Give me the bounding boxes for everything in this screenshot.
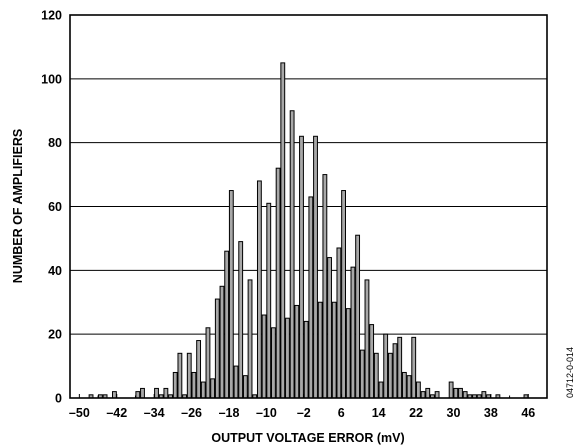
bar — [140, 387, 145, 399]
bar — [458, 387, 463, 399]
x-tick-label: –42 — [106, 406, 127, 420]
bar — [219, 285, 225, 399]
bar — [289, 110, 295, 399]
x-tick-label: 38 — [484, 406, 498, 420]
bar — [378, 381, 384, 399]
bars — [88, 62, 529, 399]
bar — [224, 250, 230, 399]
x-tick-label: 14 — [372, 406, 386, 420]
bar — [247, 279, 253, 399]
bar — [448, 381, 454, 399]
x-tick-label: 46 — [521, 406, 535, 420]
bar — [313, 135, 318, 399]
y-tick-label: 60 — [48, 200, 62, 214]
bar — [359, 349, 365, 399]
x-tick-label: –26 — [181, 406, 202, 420]
bar — [177, 352, 183, 399]
bar — [299, 135, 304, 399]
x-tick-label: 6 — [338, 406, 345, 420]
bar — [256, 180, 262, 399]
bar — [308, 196, 314, 399]
bar — [271, 327, 276, 399]
bar — [420, 391, 426, 399]
bar — [397, 336, 403, 399]
bar — [401, 371, 407, 399]
bar — [415, 381, 421, 399]
bar — [261, 314, 267, 399]
bar — [205, 327, 211, 399]
bar — [383, 333, 389, 399]
bar — [214, 298, 220, 399]
x-axis-title: OUTPUT VOLTAGE ERROR (mV) — [211, 431, 404, 445]
y-tick-label: 20 — [48, 328, 62, 342]
bar — [462, 391, 468, 399]
y-axis-title: NUMBER OF AMPLIFIERS — [11, 129, 25, 283]
bar — [481, 391, 487, 399]
bar — [350, 266, 356, 399]
bar — [387, 352, 393, 399]
bar — [280, 62, 286, 399]
bar — [364, 279, 370, 399]
bar — [373, 352, 379, 399]
bar — [266, 202, 272, 399]
bar — [163, 387, 169, 399]
bar — [233, 365, 239, 399]
bar — [172, 371, 178, 399]
bar — [411, 336, 417, 399]
bar — [186, 352, 192, 399]
bar — [242, 375, 248, 399]
bar — [303, 320, 309, 399]
bar — [275, 167, 281, 399]
y-tick-label: 100 — [41, 72, 62, 86]
bar — [392, 343, 398, 399]
bar — [154, 387, 159, 399]
y-tick-label: 0 — [55, 392, 62, 406]
y-tick-label: 40 — [48, 264, 62, 278]
bar — [434, 391, 440, 399]
bar — [453, 387, 459, 399]
bar — [406, 375, 412, 399]
bar — [228, 190, 234, 399]
bar — [331, 301, 337, 399]
bar — [322, 174, 328, 399]
bar — [341, 190, 346, 399]
y-tick-labels: 0 20 40 60 80 100 120 — [41, 9, 62, 406]
y-tick-label: 80 — [48, 136, 62, 150]
bar — [210, 378, 216, 399]
bar — [345, 308, 351, 399]
x-tick-label: –50 — [69, 406, 90, 420]
y-tick-label: 120 — [41, 9, 62, 23]
bar — [317, 301, 323, 399]
bar — [355, 234, 361, 399]
plot-frame — [69, 14, 548, 399]
x-tick-label: –34 — [144, 406, 165, 420]
x-tick-label: 22 — [409, 406, 423, 420]
bar — [327, 257, 332, 399]
bar — [238, 241, 244, 399]
bar — [336, 247, 342, 399]
x-tick-label: 30 — [447, 406, 461, 420]
bar — [112, 391, 117, 399]
bar — [294, 304, 300, 399]
x-tick-label: –10 — [256, 406, 277, 420]
bar — [425, 387, 431, 399]
x-tick-label: –18 — [219, 406, 240, 420]
figure-code: 04712-0-014 — [565, 347, 575, 398]
x-tick-label: –2 — [297, 406, 311, 420]
bar — [196, 340, 202, 399]
bar — [200, 381, 206, 399]
bar — [285, 317, 290, 399]
axis-ticks — [78, 394, 529, 398]
x-tick-labels: –50 –42 –34 –26 –18 –10 –2 6 14 22 30 38 46 — [69, 406, 535, 420]
bar — [369, 324, 375, 399]
bar — [191, 371, 197, 399]
bar — [135, 391, 141, 399]
